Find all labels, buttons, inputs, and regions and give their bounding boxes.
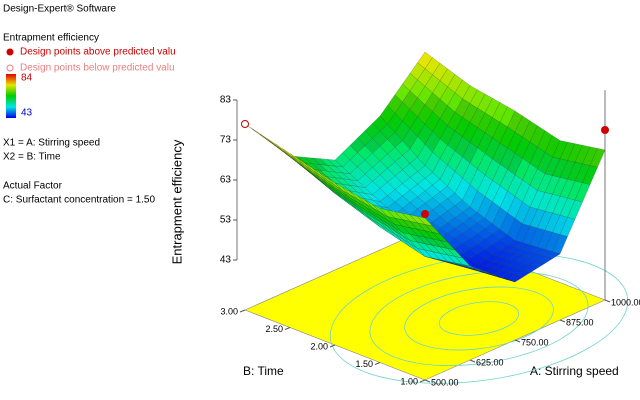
x-tick-label: 1000.00 [611,297,640,307]
floor-contour [438,301,520,336]
z-axis-label: Entrapment efficiency [169,139,184,264]
surface-patch [274,144,291,157]
color-bar [6,74,16,118]
y-tick [329,344,336,348]
surface-patch [282,149,298,162]
x-tick [424,379,431,383]
z-tick-label: 83 [220,95,232,106]
x-tick-label: 625.00 [476,357,504,367]
y-tick [239,309,246,313]
y-tick-label: 1.00 [400,376,418,386]
y-tick-label: 2.00 [310,341,328,351]
y-tick-label: 2.50 [265,324,283,334]
surface-patch [282,148,298,161]
y-tick-label: 3.00 [220,306,238,316]
design-point [601,126,609,134]
x-tick [559,319,566,323]
x-tick [604,299,611,303]
z-tick-label: 73 [220,135,232,146]
surface-patch [259,133,276,145]
color-max: 84 [21,73,33,84]
x-tick-label: 500.00 [431,377,459,387]
z-tick-label: 43 [220,255,232,266]
actual-factor-heading: Actual Factor [3,181,63,192]
x-tick [514,339,521,343]
actual-factor: C: Surfactant concentration = 1.50 [3,195,155,206]
y-tick [419,379,426,383]
floor-contour [369,270,589,367]
design-point [241,120,249,128]
x-tick-label: 875.00 [566,317,594,327]
legend-label: Design points below predicted valu [20,63,175,74]
legend-label: Design points above predicted valu [20,47,176,58]
factor-line: X1 = A: Stirring speed [3,138,100,149]
response-name: Entrapment efficiency [3,33,99,44]
color-min: 43 [21,108,33,119]
legend-marker [6,48,14,56]
surface-patch [274,143,291,156]
surface-patch [267,138,283,150]
x-tick-label: 750.00 [521,337,549,347]
z-tick-label: 63 [220,175,232,186]
z-tick-label: 53 [220,215,232,226]
legend-marker [6,64,14,72]
x-axis-label: A: Stirring speed [530,364,619,378]
y-tick [284,327,291,330]
software-name: Design-Expert® Software [3,4,116,15]
surface-patch [417,216,433,227]
y-tick [374,362,381,365]
factor-line: X2 = B: Time [3,152,61,163]
floor-contour [404,286,554,351]
design-point [421,210,429,218]
y-axis-label: B: Time [243,364,284,378]
x-tick [469,359,476,363]
y-tick-label: 1.50 [355,359,373,369]
